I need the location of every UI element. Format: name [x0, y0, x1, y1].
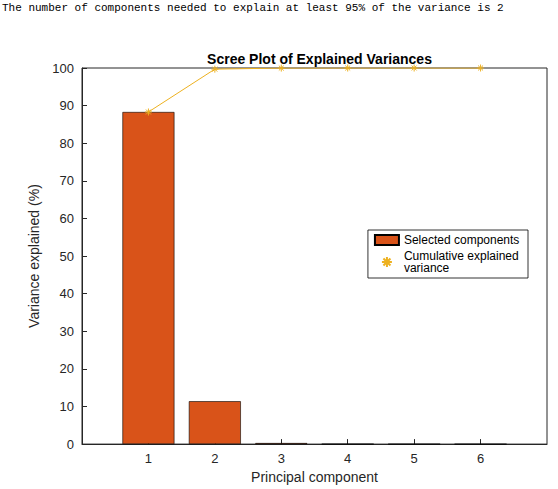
svg-text:10: 10	[60, 399, 74, 414]
svg-text:3: 3	[278, 451, 285, 466]
svg-text:2: 2	[211, 451, 218, 466]
svg-text:The number of components neede: The number of components needed to expla…	[2, 2, 504, 14]
svg-text:100: 100	[52, 61, 74, 76]
svg-text:Principal component: Principal component	[251, 469, 378, 485]
svg-text:90: 90	[60, 98, 74, 113]
svg-text:20: 20	[60, 361, 74, 376]
svg-text:Cumulative explained: Cumulative explained	[403, 249, 522, 263]
svg-text:6: 6	[477, 451, 484, 466]
svg-text:variance: variance	[404, 261, 450, 275]
svg-text:1: 1	[145, 451, 152, 466]
svg-text:Scree Plot of Explained Varian: Scree Plot of Explained Variances	[207, 51, 432, 67]
svg-text:70: 70	[60, 173, 74, 188]
svg-text:40: 40	[60, 286, 74, 301]
svg-text:0: 0	[67, 437, 74, 452]
svg-text:Variance explained (%): Variance explained (%)	[26, 184, 42, 328]
svg-text:Selected components: Selected components	[404, 233, 519, 247]
svg-text:30: 30	[60, 324, 74, 339]
svg-text:5: 5	[411, 451, 418, 466]
svg-text:60: 60	[60, 211, 74, 226]
svg-text:4: 4	[344, 451, 351, 466]
svg-text:50: 50	[60, 249, 74, 264]
svg-text:80: 80	[60, 136, 74, 151]
